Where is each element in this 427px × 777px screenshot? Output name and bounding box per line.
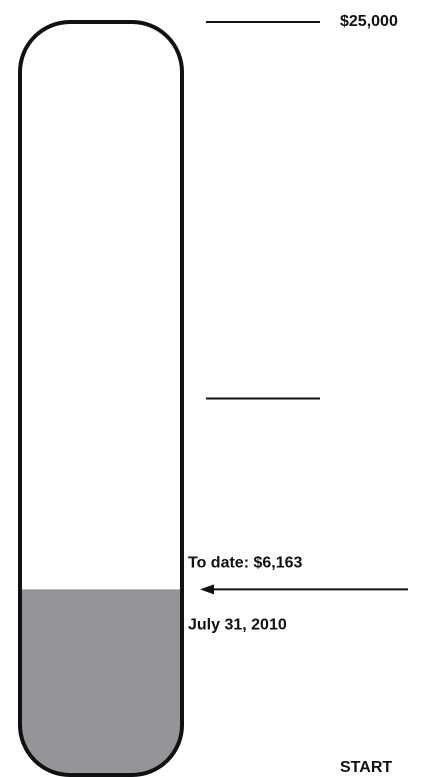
tube-outline	[18, 20, 184, 777]
tick-label: START	[340, 759, 392, 776]
tick-label: $25,000	[340, 13, 398, 30]
tube-fill-group	[20, 589, 182, 775]
to-date-label: To date: $6,163	[188, 555, 303, 572]
date-label: July 31, 2010	[188, 617, 287, 634]
fill-level	[20, 589, 182, 775]
arrow-head	[200, 584, 214, 595]
